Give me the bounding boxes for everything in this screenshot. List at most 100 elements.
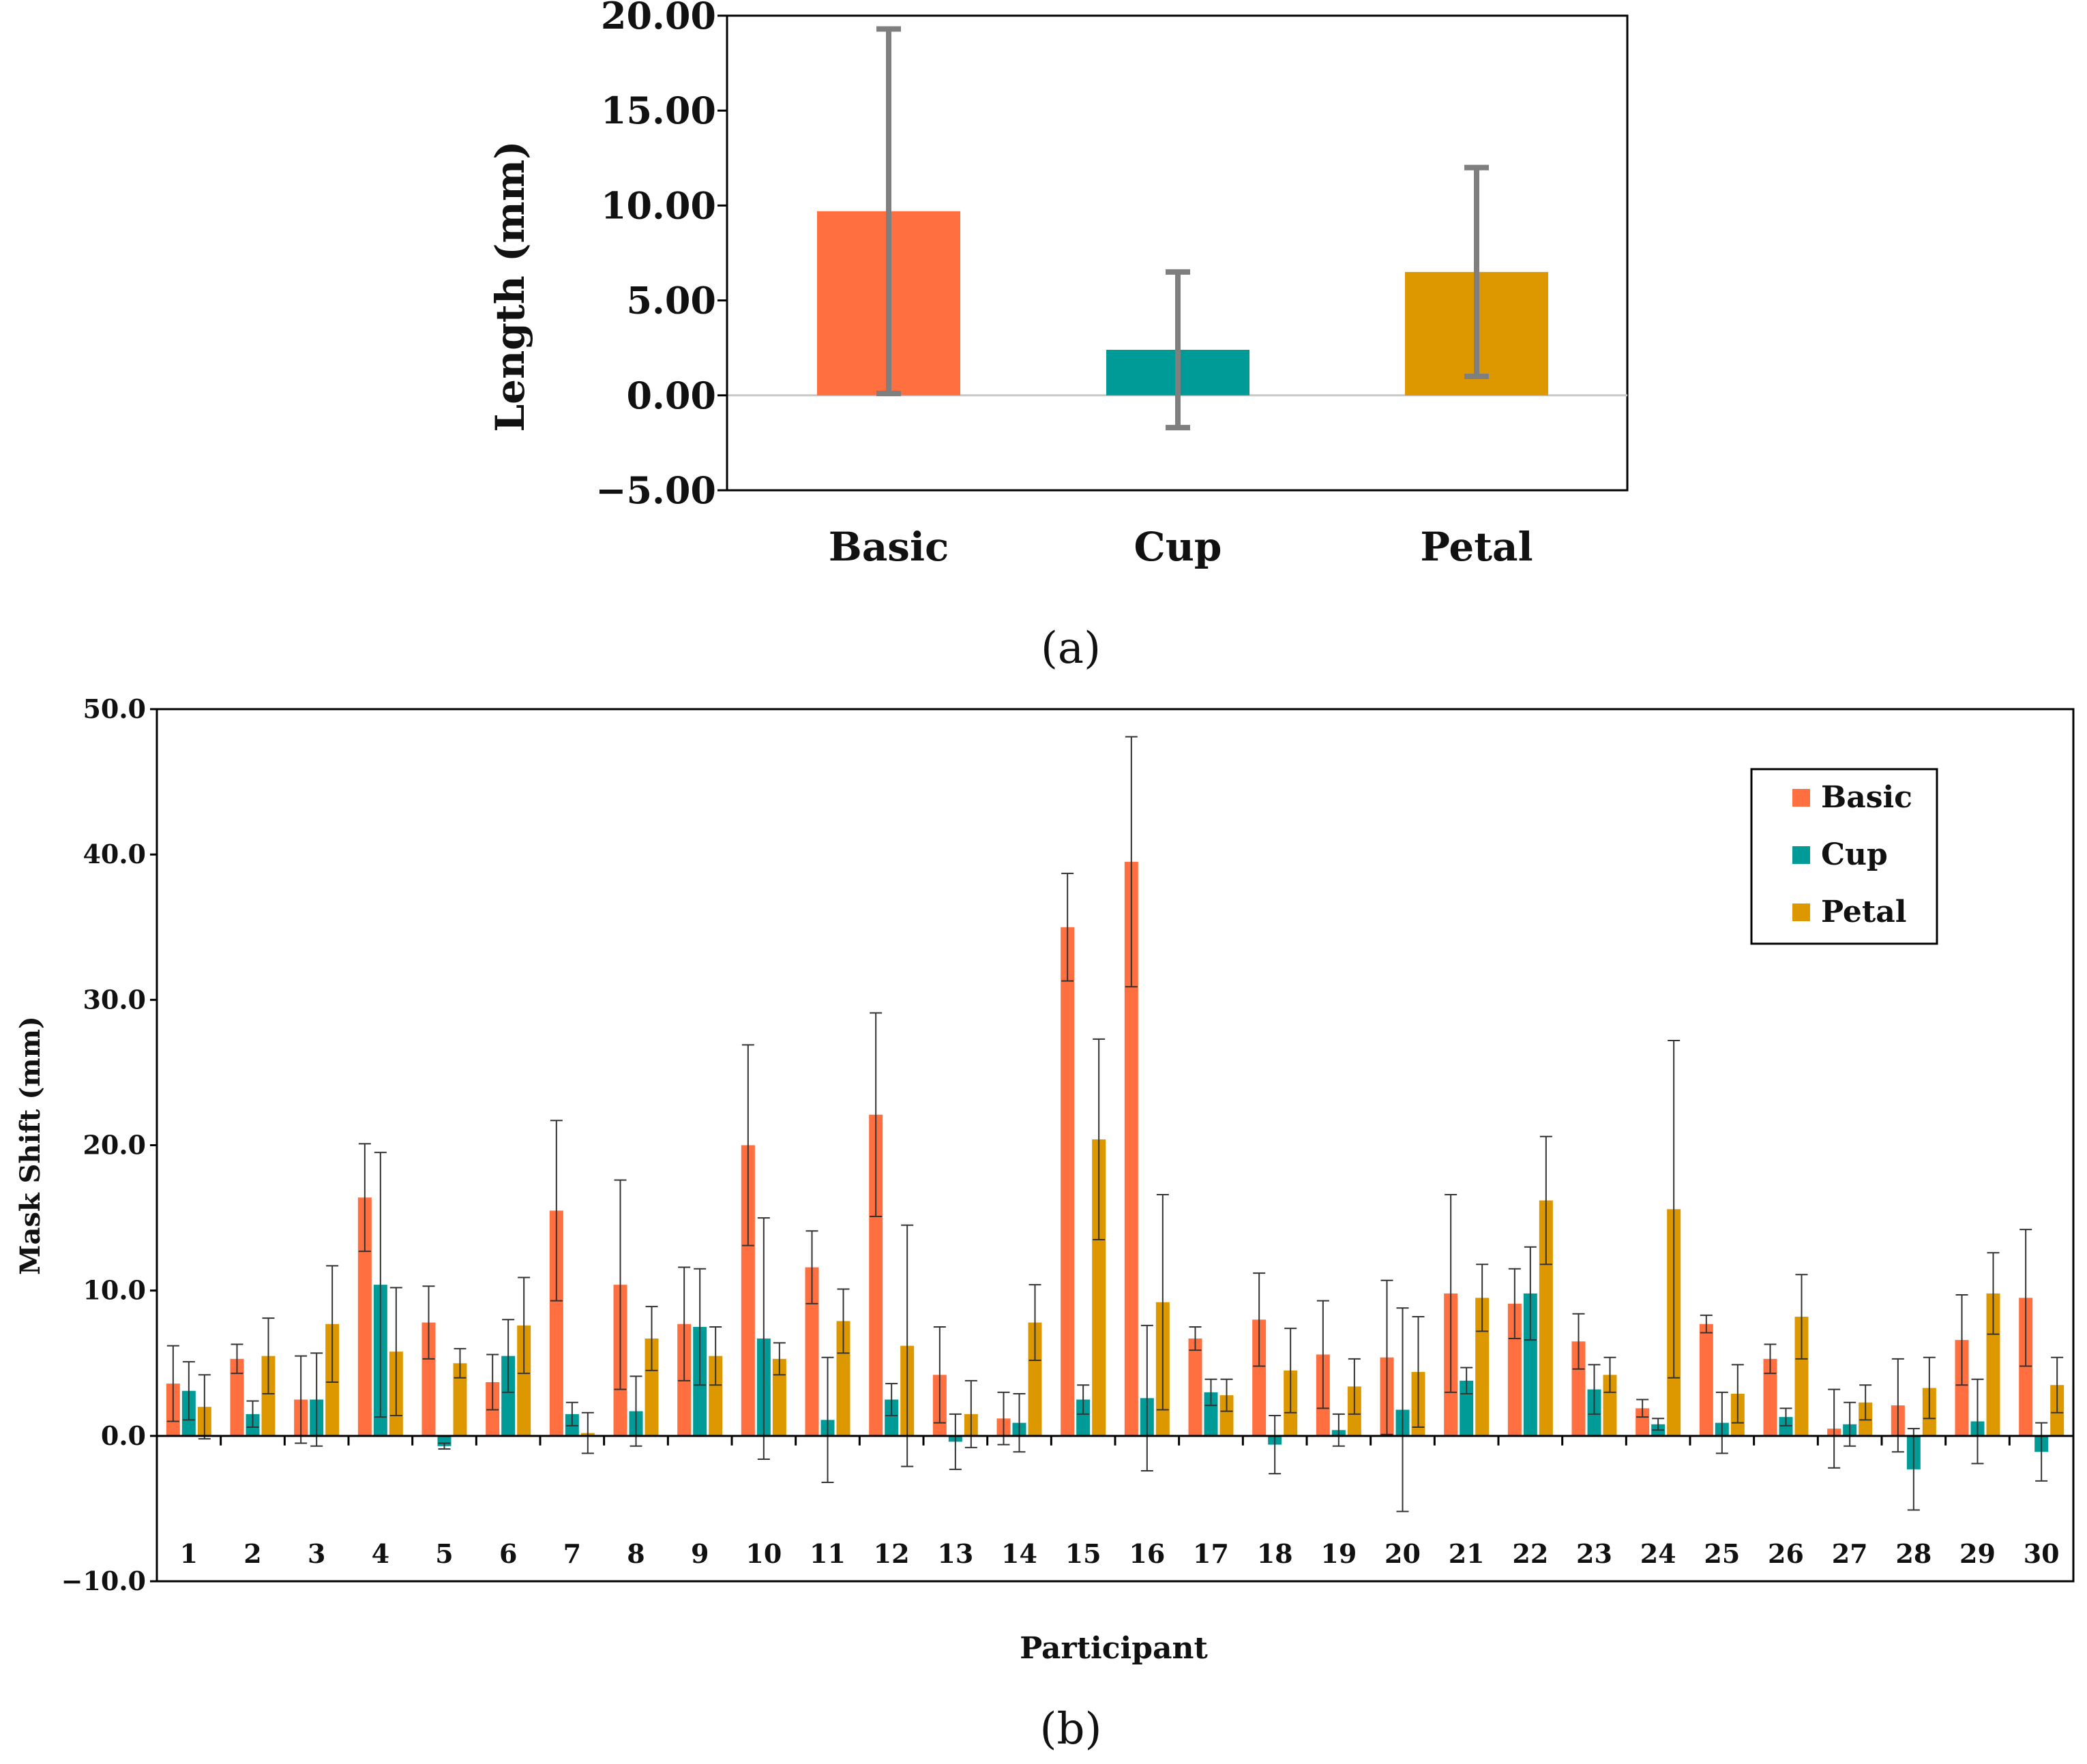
chart-b-x-tick-label: 27: [1832, 1538, 1868, 1569]
chart-b-bar-basic: [1763, 1358, 1777, 1436]
legend-swatch-petal: [1792, 903, 1810, 921]
chart-b-error-bar-cup: [1779, 1407, 1792, 1426]
chart-b-bar-basic: [1635, 1408, 1650, 1436]
chart-b-error-bar-basic: [1445, 1193, 1457, 1393]
chart-b-y-tick-label: 0.0: [101, 1420, 146, 1451]
chart-b-error-bar-cup: [1460, 1366, 1473, 1395]
chart-b-error-bar-basic: [1189, 1326, 1202, 1351]
chart-b-x-tick-label: 16: [1129, 1538, 1165, 1569]
chart-b-error-bar-cup: [1269, 1414, 1282, 1475]
chart-b-error-bar-petal: [1412, 1316, 1425, 1429]
chart-b-x-tick-label: 21: [1449, 1538, 1485, 1569]
chart-b-bar-cup: [501, 1356, 516, 1436]
chart-b-error-bar-cup: [374, 1152, 387, 1418]
chart-b-bar-petal: [1092, 1139, 1106, 1436]
chart-b-error-bar-cup: [885, 1383, 898, 1416]
chart-b-error-bar-basic: [1508, 1268, 1521, 1340]
chart-a-error-bar-petal: [1464, 164, 1489, 379]
chart-b-x-tick-label: 2: [243, 1538, 261, 1569]
chart-b-error-bar-petal: [1220, 1378, 1233, 1412]
chart-b-error-bar-basic: [1316, 1300, 1329, 1409]
chart-b-y-tick-label: 30.0: [83, 984, 146, 1015]
chart-b-error-bar-cup: [1396, 1307, 1409, 1512]
chart-b-error-bar-petal: [389, 1287, 402, 1416]
chart-b-error-bar-basic: [933, 1326, 946, 1424]
chart-b-error-bar-basic: [1636, 1399, 1649, 1418]
chart-a-y-tick-label: 5.00: [626, 279, 716, 323]
chart-b-error-bar-petal: [1603, 1356, 1616, 1393]
chart-b-error-bar-cup: [630, 1375, 642, 1447]
chart-b-x-tick-label: 17: [1193, 1538, 1229, 1569]
chart-b-bar-petal: [1539, 1200, 1553, 1436]
chart-b-x-tick-label: 26: [1768, 1538, 1804, 1569]
chart-b-error-bar-cup: [2035, 1422, 2048, 1482]
chart-a-y-tick-label: −5.00: [595, 468, 716, 512]
chart-b-bar-basic: [421, 1322, 436, 1436]
chart-b-error-bar-petal: [709, 1326, 722, 1386]
chart-b-bar-petal: [1028, 1322, 1042, 1436]
legend-label-basic: Basic: [1821, 780, 1912, 815]
chart-b-error-bar-basic: [805, 1230, 818, 1304]
chart-a-y-tick-label: 15.00: [601, 89, 716, 132]
chart-b-error-bar-basic: [1828, 1388, 1841, 1469]
chart-b-error-bar-petal: [518, 1276, 531, 1375]
legend-label-petal: Petal: [1821, 895, 1906, 929]
chart-b: 50.040.030.020.010.00.0−10.0 1 2 3 4 5 6 7 8 9 10…: [14, 693, 2075, 1754]
chart-a-error-bar-basic: [876, 26, 901, 397]
chart-b-error-bar-basic: [166, 1345, 179, 1422]
chart-b-error-bar-petal: [773, 1342, 786, 1376]
chart-b-error-bar-cup: [438, 1442, 451, 1450]
chart-b-bar-cup: [1076, 1399, 1091, 1436]
chart-b-error-bar-cup: [1907, 1428, 1920, 1511]
legend-swatch-cup: [1792, 846, 1810, 864]
chart-b-y-axis-title: Mask Shift (mm): [14, 1016, 46, 1275]
chart-b-y-tick-label: 40.0: [83, 839, 146, 869]
chart-b-error-bar-basic: [614, 1179, 627, 1390]
chart-b-x-tick-label: 23: [1576, 1538, 1612, 1569]
chart-b-error-bar-basic: [1764, 1343, 1777, 1375]
chart-b-error-bar-cup: [1652, 1418, 1665, 1431]
chart-b-error-bar-basic: [1380, 1279, 1393, 1435]
chart-b-error-bar-basic: [358, 1143, 371, 1253]
chart-b-bar-petal: [836, 1321, 850, 1436]
chart-b-x-tick-label: 7: [563, 1538, 581, 1569]
chart-b-error-bar-petal: [901, 1224, 914, 1467]
chart-a-y-tick-label: 20.00: [601, 0, 716, 38]
chart-b-bar-petal: [709, 1356, 723, 1436]
chart-b-x-tick-label: 9: [691, 1538, 709, 1569]
chart-b-error-bar-cup: [821, 1356, 834, 1484]
chart-b-error-bar-petal: [1093, 1038, 1106, 1241]
chart-b-error-bar-cup: [182, 1361, 195, 1421]
chart-b-error-bar-basic: [486, 1354, 499, 1411]
chart-b-error-bar-petal: [1156, 1193, 1169, 1411]
chart-b-bar-basic: [1061, 927, 1075, 1436]
chart-b-error-bar-petal: [2051, 1356, 2064, 1414]
chart-b-x-axis-title: Participant: [1020, 1631, 1208, 1666]
chart-b-x-tick-label: 5: [435, 1538, 453, 1569]
chart-b-error-bar-cup: [1013, 1393, 1026, 1453]
chart-b-x-tick-label: 14: [1001, 1538, 1037, 1569]
chart-b-y-tick-label: 10.0: [83, 1275, 146, 1306]
chart-b-bar-petal: [261, 1356, 276, 1436]
chart-b-bar-basic: [1124, 861, 1138, 1436]
chart-b-y-tick-label: −10.0: [61, 1566, 146, 1596]
chart-b-error-bar-basic: [1572, 1313, 1585, 1370]
legend-label-cup: Cup: [1821, 837, 1888, 872]
chart-b-error-bar-cup: [1524, 1246, 1537, 1341]
chart-b-x-tick-label: 1: [180, 1538, 198, 1569]
chart-b-bar-petal: [1219, 1395, 1234, 1436]
chart-b-x-tick-label: 29: [1959, 1538, 1996, 1569]
chart-b-x-tick-label: 12: [874, 1538, 910, 1569]
chart-b-error-bar-cup: [1588, 1364, 1601, 1415]
chart-b-error-bar-petal: [326, 1265, 339, 1383]
chart-b-x-tick-label: 20: [1385, 1538, 1421, 1569]
chart-b-x-tick-label: 28: [1895, 1538, 1931, 1569]
chart-b-error-bar-basic: [550, 1120, 563, 1302]
chart-b-error-bar-cup: [1140, 1324, 1153, 1471]
chart-b-x-tick-label: 30: [2024, 1538, 2060, 1569]
chart-b-error-bar-basic: [1700, 1314, 1713, 1334]
chart-b-error-bar-cup: [246, 1400, 259, 1429]
chart-b-bar-basic: [1699, 1324, 1713, 1436]
chart-a-x-tick-label: Basic: [829, 524, 949, 570]
chart-a-x-tick-label: Cup: [1134, 524, 1222, 570]
